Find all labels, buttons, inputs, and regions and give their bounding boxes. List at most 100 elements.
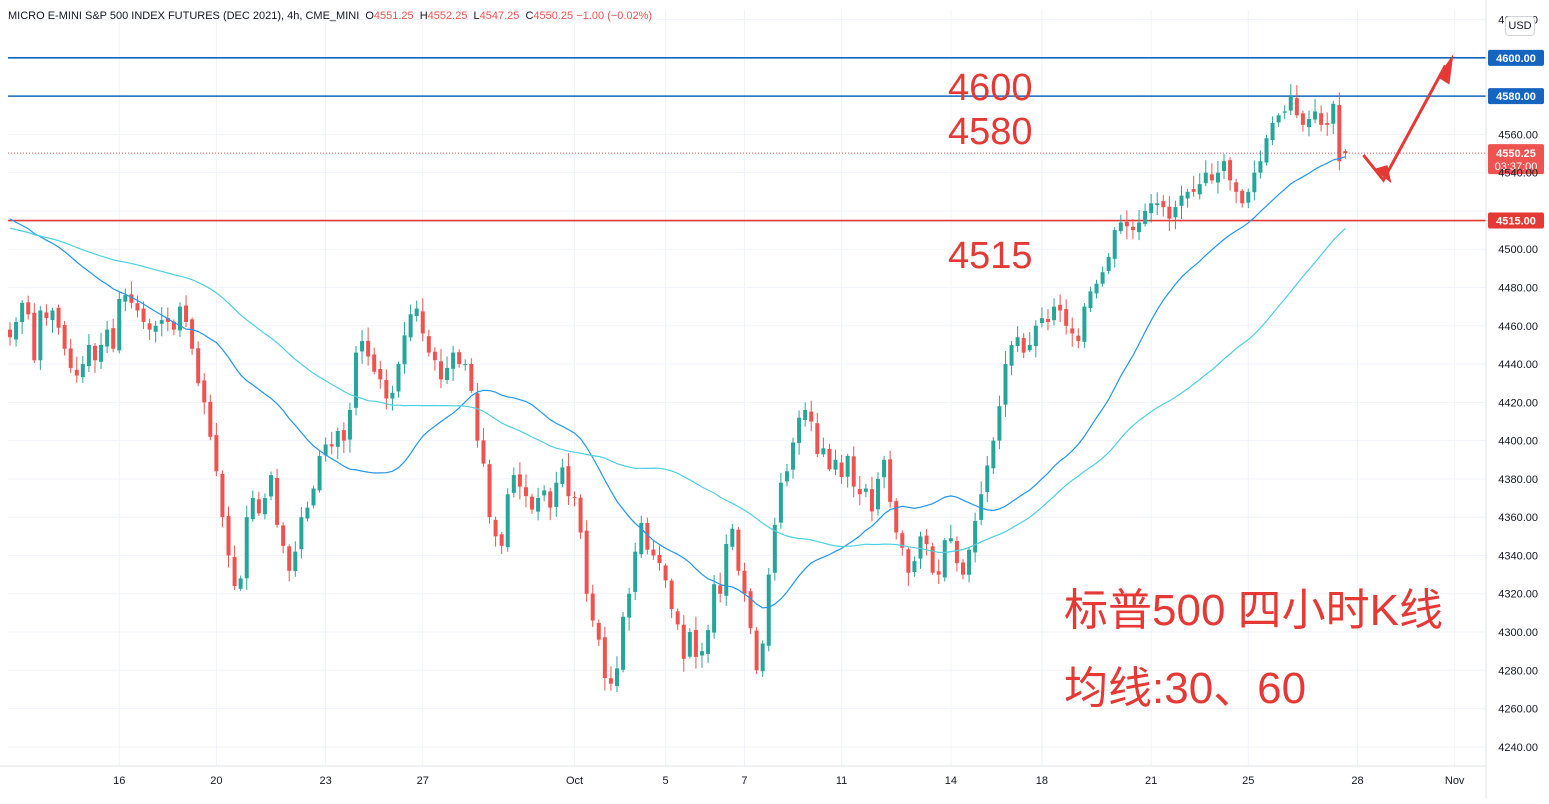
candle-body[interactable] (80, 364, 85, 378)
candle-body[interactable] (329, 444, 334, 447)
candle-body[interactable] (287, 546, 292, 571)
candle-body[interactable] (912, 561, 917, 572)
candle-body[interactable] (985, 465, 990, 493)
candle-body[interactable] (208, 401, 213, 437)
candle-body[interactable] (906, 549, 911, 573)
candle-body[interactable] (924, 535, 929, 544)
candle-body[interactable] (973, 521, 978, 553)
candle-body[interactable] (366, 340, 371, 357)
candle-body[interactable] (845, 455, 850, 477)
candle-body[interactable] (584, 530, 589, 594)
candle-body[interactable] (882, 459, 887, 478)
candle-body[interactable] (1209, 174, 1214, 181)
candle-body[interactable] (1252, 172, 1257, 193)
candle-body[interactable] (281, 525, 286, 546)
candle-body[interactable] (487, 464, 492, 518)
candle-body[interactable] (153, 325, 158, 332)
candle-body[interactable] (372, 354, 377, 372)
candle-body[interactable] (463, 364, 468, 366)
candle-body[interactable] (202, 380, 207, 403)
candle-body[interactable] (1264, 138, 1269, 163)
candle-body[interactable] (250, 498, 255, 520)
candle-body[interactable] (578, 497, 583, 533)
candle-body[interactable] (177, 306, 182, 331)
candle-body[interactable] (1228, 160, 1233, 181)
candle-body[interactable] (621, 616, 626, 670)
candle-body[interactable] (1234, 182, 1239, 192)
candle-body[interactable] (1179, 195, 1184, 206)
candle-body[interactable] (384, 380, 389, 399)
candle-body[interactable] (1185, 191, 1190, 199)
candle-body[interactable] (129, 294, 134, 303)
candle-body[interactable] (214, 435, 219, 472)
candle-body[interactable] (499, 534, 504, 546)
candle-body[interactable] (347, 410, 352, 440)
candle-body[interactable] (451, 352, 456, 369)
candle-body[interactable] (299, 517, 304, 550)
candle-body[interactable] (797, 417, 802, 443)
candle-body[interactable] (438, 361, 443, 380)
candle-body[interactable] (687, 632, 692, 657)
candle-body[interactable] (833, 459, 838, 470)
candle-body[interactable] (615, 668, 619, 687)
candle-body[interactable] (590, 593, 595, 621)
candle-body[interactable] (1203, 172, 1208, 184)
candle-body[interactable] (760, 643, 765, 672)
candle-body[interactable] (1149, 203, 1154, 214)
candle-body[interactable] (954, 540, 959, 564)
candle-body[interactable] (766, 574, 771, 646)
candle-body[interactable] (26, 302, 31, 315)
candle-body[interactable] (184, 305, 189, 322)
candle-body[interactable] (323, 444, 328, 456)
candle-body[interactable] (390, 392, 395, 399)
candle-body[interactable] (360, 341, 365, 352)
candle-body[interactable] (1015, 337, 1020, 347)
candle-body[interactable] (1021, 337, 1026, 353)
candle-body[interactable] (523, 487, 528, 497)
candle-body[interactable] (772, 524, 777, 573)
candle-body[interactable] (1325, 123, 1330, 125)
candle-body[interactable] (86, 344, 91, 367)
candle-body[interactable] (1331, 103, 1336, 124)
candle-body[interactable] (730, 528, 735, 547)
candle-body[interactable] (602, 637, 607, 678)
candle-body[interactable] (275, 477, 280, 525)
candle-body[interactable] (918, 536, 923, 559)
candle-body[interactable] (1167, 206, 1172, 219)
candle-body[interactable] (596, 622, 601, 640)
candle-body[interactable] (335, 431, 340, 447)
candle-body[interactable] (305, 507, 310, 519)
candle-body[interactable] (445, 367, 450, 380)
candle-body[interactable] (226, 516, 231, 556)
candle-body[interactable] (1173, 207, 1178, 218)
candle-body[interactable] (68, 348, 73, 368)
candle-body[interactable] (1052, 306, 1057, 321)
candle-body[interactable] (657, 554, 662, 564)
candle-body[interactable] (560, 467, 565, 485)
candle-body[interactable] (693, 630, 698, 657)
candle-body[interactable] (432, 351, 437, 361)
candle-body[interactable] (530, 496, 535, 510)
candle-body[interactable] (997, 406, 1002, 441)
symbol-title[interactable]: MICRO E-MINI S&P 500 INDEX FUTURES (DEC … (8, 10, 360, 22)
candle-body[interactable] (1215, 172, 1220, 183)
candle-body[interactable] (1088, 291, 1093, 309)
candle-body[interactable] (979, 494, 984, 520)
candle-body[interactable] (1137, 222, 1142, 233)
candle-body[interactable] (809, 411, 814, 422)
candle-body[interactable] (1270, 122, 1275, 141)
candle-body[interactable] (1246, 191, 1251, 203)
candle-body[interactable] (548, 491, 553, 508)
candle-body[interactable] (930, 546, 935, 573)
candle-body[interactable] (627, 593, 632, 618)
candle-body[interactable] (408, 314, 413, 338)
candle-body[interactable] (791, 442, 796, 470)
candle-body[interactable] (414, 308, 419, 317)
candle-body[interactable] (863, 488, 868, 492)
candle-body[interactable] (681, 624, 686, 659)
candle-body[interactable] (542, 490, 547, 496)
candle-body[interactable] (960, 562, 965, 575)
symbol-legend[interactable]: MICRO E-MINI S&P 500 INDEX FUTURES (DEC … (8, 6, 652, 26)
candle-body[interactable] (967, 549, 972, 575)
